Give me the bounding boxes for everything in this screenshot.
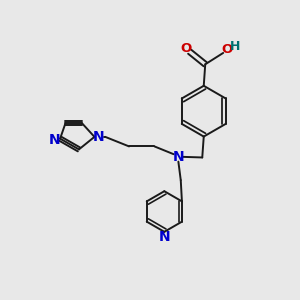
Text: N: N — [172, 150, 184, 164]
Text: N: N — [158, 230, 170, 244]
Text: N: N — [93, 130, 104, 144]
Text: H: H — [230, 40, 240, 53]
Text: O: O — [221, 43, 233, 56]
Text: O: O — [180, 42, 191, 55]
Text: N: N — [48, 133, 60, 147]
